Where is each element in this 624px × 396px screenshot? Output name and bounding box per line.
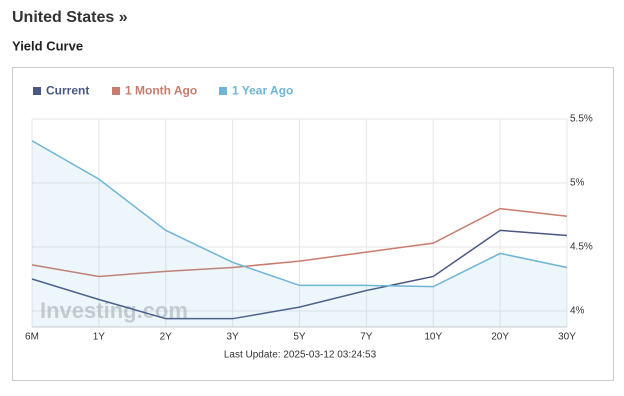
section-title: Yield Curve [12,38,83,53]
line [31,207,568,278]
chart-frame [12,67,614,381]
page-title[interactable]: United States » [12,9,128,26]
x-tick-label: 2Y [160,332,173,343]
y-tick-label: 4% [570,306,585,317]
x-tick-label: 3Y [227,332,240,343]
x-tick-label: 10Y [424,332,442,343]
x-tick-label: 1Y [93,332,106,343]
x-tick-label: 5Y [293,332,306,343]
legend-swatch [33,87,41,95]
x-tick-label: 6M [25,332,39,343]
footer: Last Update: 2025-03-12 03:24:53 [224,350,377,361]
line [31,229,568,320]
x-tick-label: 30Y [558,332,576,343]
legend-label: Current [46,84,89,98]
legend-swatch [112,87,120,95]
legend-label: 1 Month Ago [125,84,197,98]
y-tick-label: 4.5% [570,242,593,253]
x-tick-label: 7Y [360,332,373,343]
legend-swatch [219,87,227,95]
line [31,140,568,288]
legend-label: 1 Year Ago [232,84,293,98]
y-tick-label: 5.5% [570,114,593,125]
x-tick-label: 20Y [491,332,509,343]
area [32,140,567,327]
y-tick-label: 5% [570,178,585,189]
